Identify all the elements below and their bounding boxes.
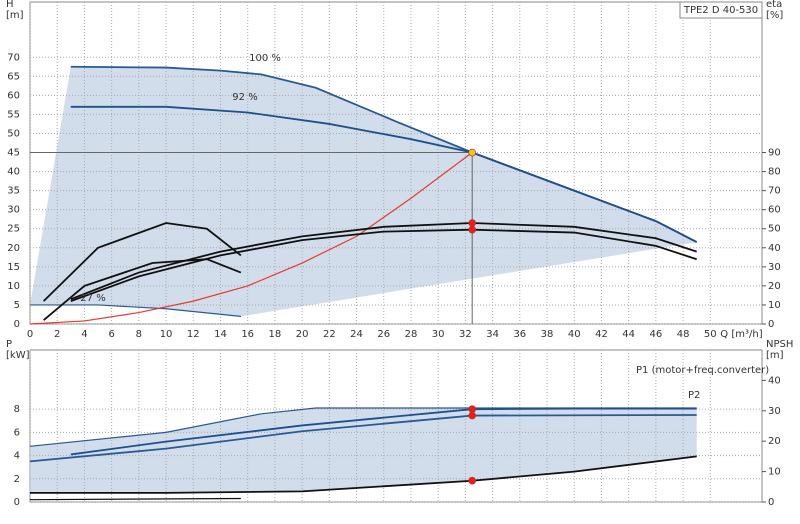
y2-axis-label: NPSH (766, 339, 793, 350)
y-tick-label: 15 (7, 262, 20, 273)
x-tick-label: 22 (323, 329, 336, 340)
y-axis-label: P (6, 339, 12, 350)
y2-tick-label: 70 (768, 186, 781, 197)
y-tick-label: 5 (14, 300, 20, 311)
series-line (70, 105, 698, 243)
series-line (42, 222, 242, 302)
x-tick-label: 14 (214, 329, 227, 340)
x-tick-label: 6 (108, 329, 114, 340)
x-tick-label: 32 (459, 329, 472, 340)
series-line (29, 497, 241, 501)
y2-axis-label: eta (766, 0, 782, 10)
series-line (29, 407, 697, 447)
y2-tick-label: 0 (768, 319, 774, 330)
y-tick-label: 0 (14, 497, 20, 508)
x-tick-label: 24 (350, 329, 363, 340)
y-tick-label: 30 (7, 205, 20, 216)
y2-tick-label: 20 (768, 281, 781, 292)
series-line (70, 222, 697, 301)
x-tick-label: 48 (677, 329, 690, 340)
y2-tick-label: 0 (768, 497, 774, 508)
y-tick-label: 60 (7, 90, 20, 101)
series-line (29, 414, 697, 463)
x-tick-label: 2 (54, 329, 60, 340)
x-tick-label: 16 (241, 329, 254, 340)
y-axis-label: H (6, 0, 14, 10)
x-tick-label: 40 (568, 329, 581, 340)
y2-tick-label: 10 (768, 300, 781, 311)
y2-tick-label: 20 (768, 436, 781, 447)
x-tick-label: 44 (622, 329, 635, 340)
x-tick-label: 46 (650, 329, 663, 340)
y-tick-label: 0 (14, 319, 20, 330)
y-tick-label: 2 (14, 474, 20, 485)
series-label: 100 % (249, 53, 281, 64)
y-tick-label: 20 (7, 243, 20, 254)
duty-point (468, 219, 476, 227)
x-tick-label: 28 (405, 329, 418, 340)
x-tick-label: 8 (136, 329, 142, 340)
title-box (679, 1, 763, 19)
series-line (30, 455, 697, 494)
x-tick-label: 34 (486, 329, 499, 340)
series-line (29, 152, 473, 325)
y2-tick-label: 50 (768, 224, 781, 235)
y2-axis-label: [%] (766, 10, 783, 21)
x-tick-label: 4 (81, 329, 87, 340)
y2-tick-label: 40 (768, 375, 781, 386)
x-tick-label: 30 (432, 329, 445, 340)
y-axis-label: [m] (6, 10, 24, 21)
x-tick-label: 20 (296, 329, 309, 340)
y-tick-label: 35 (7, 186, 20, 197)
y-tick-label: 70 (7, 52, 20, 63)
series-label: P2 (688, 390, 700, 401)
series-label: 92 % (232, 92, 257, 103)
y2-tick-label: 80 (768, 167, 781, 178)
duty-point (468, 148, 476, 157)
annotation: 27 % (80, 293, 105, 304)
y2-axis-label: [m] (766, 350, 784, 361)
y-tick-label: 4 (14, 451, 20, 462)
x-tick-label: 26 (377, 329, 390, 340)
y2-tick-label: 60 (768, 205, 781, 216)
x-tick-label: 10 (160, 329, 173, 340)
y2-tick-label: 30 (768, 262, 781, 273)
operating-range (30, 66, 697, 317)
y-tick-label: 50 (7, 128, 20, 139)
x-tick-label: 0 (27, 329, 33, 340)
operating-range (30, 408, 697, 493)
duty-point (468, 411, 476, 420)
x-tick-label: 12 (187, 329, 200, 340)
y-tick-label: 8 (14, 404, 20, 415)
duty-point (468, 476, 476, 485)
x-tick-label: 50 (704, 329, 717, 340)
y-tick-label: 40 (7, 167, 20, 178)
x-axis-label: Q [m³/h] (720, 329, 762, 340)
y-tick-label: 6 (14, 427, 20, 438)
y-axis-label: [kW] (6, 350, 30, 361)
series-line (43, 258, 242, 321)
x-tick-label: 36 (513, 329, 526, 340)
y-tick-label: 25 (7, 224, 20, 235)
x-tick-label: 18 (269, 329, 282, 340)
x-tick-label: 42 (595, 329, 608, 340)
duty-point (468, 225, 476, 234)
y2-tick-label: 10 (768, 467, 781, 478)
y-tick-label: 65 (7, 71, 20, 82)
series-line (30, 304, 241, 317)
duty-point (468, 405, 476, 413)
y2-tick-label: 30 (768, 406, 781, 417)
y-tick-label: 45 (7, 148, 20, 159)
series-label: P1 (motor+freq.converter) (636, 365, 769, 376)
y2-tick-label: 40 (768, 243, 781, 254)
series-line (70, 228, 697, 302)
y-tick-label: 10 (7, 281, 20, 292)
chart-title: TPE2 D 40-530 (683, 5, 758, 16)
series-line (70, 407, 697, 456)
y2-tick-label: 90 (768, 148, 781, 159)
y-tick-label: 55 (7, 109, 20, 120)
x-tick-label: 38 (541, 329, 554, 340)
